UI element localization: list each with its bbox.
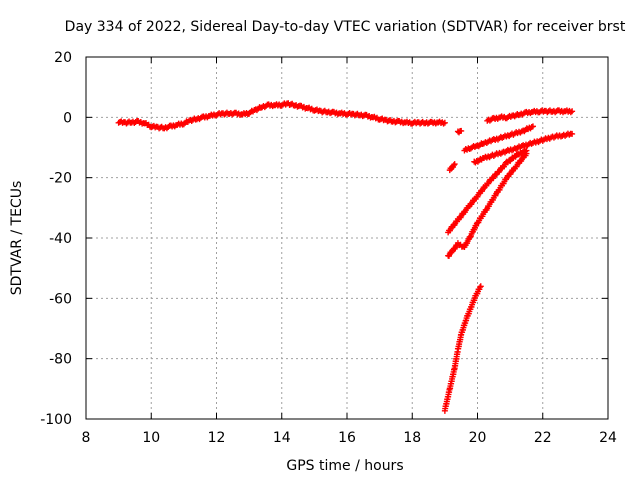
x-tick-label: 16 — [338, 430, 356, 446]
series-2 — [446, 161, 458, 174]
series-5 — [445, 150, 530, 259]
series-4 — [445, 147, 530, 236]
y-tick-label: -100 — [40, 412, 72, 428]
data-point-marker — [441, 119, 448, 126]
data-point-marker — [493, 171, 500, 178]
y-tick-label: -80 — [49, 352, 72, 368]
y-tick-label: -60 — [49, 291, 72, 307]
data-point-marker — [529, 123, 536, 130]
data-point-marker — [569, 130, 576, 137]
y-tick-label: 0 — [63, 110, 72, 126]
data-point-marker — [451, 161, 458, 168]
y-tick-label: -40 — [49, 231, 72, 247]
series-3 — [454, 127, 465, 136]
series-1 — [115, 100, 448, 132]
x-tick-label: 20 — [469, 430, 487, 446]
x-tick-label: 10 — [142, 430, 160, 446]
data-point-marker — [569, 108, 576, 115]
tick-labels: 8 10 12 14 16 18 20 22 24 20 0 -20 -40 -60 -80 -100 — [40, 50, 617, 446]
axes — [85, 56, 609, 420]
y-tick-label: 20 — [54, 50, 72, 66]
x-tick-label: 8 — [82, 430, 91, 446]
series-7 — [461, 123, 536, 154]
data-points — [115, 100, 576, 414]
data-point-marker — [458, 127, 465, 134]
data-point-marker — [523, 150, 530, 157]
series-9 — [484, 107, 576, 124]
x-tick-label: 18 — [403, 430, 421, 446]
x-tick-label: 14 — [273, 430, 291, 446]
y-tick-label: -20 — [49, 171, 72, 187]
series-6 — [441, 283, 484, 414]
x-tick-label: 24 — [599, 430, 617, 446]
y-axis-label: SDTVAR / TECUs — [9, 181, 25, 296]
chart-title: Day 334 of 2022, Sidereal Day-to-day VTE… — [65, 19, 626, 35]
series-8 — [471, 130, 576, 166]
plot-frame — [85, 56, 609, 420]
x-tick-label: 22 — [534, 430, 552, 446]
x-tick-label: 12 — [208, 430, 226, 446]
data-point-marker — [450, 162, 457, 169]
x-axis-label: GPS time / hours — [286, 458, 403, 474]
data-point-marker — [477, 283, 484, 290]
